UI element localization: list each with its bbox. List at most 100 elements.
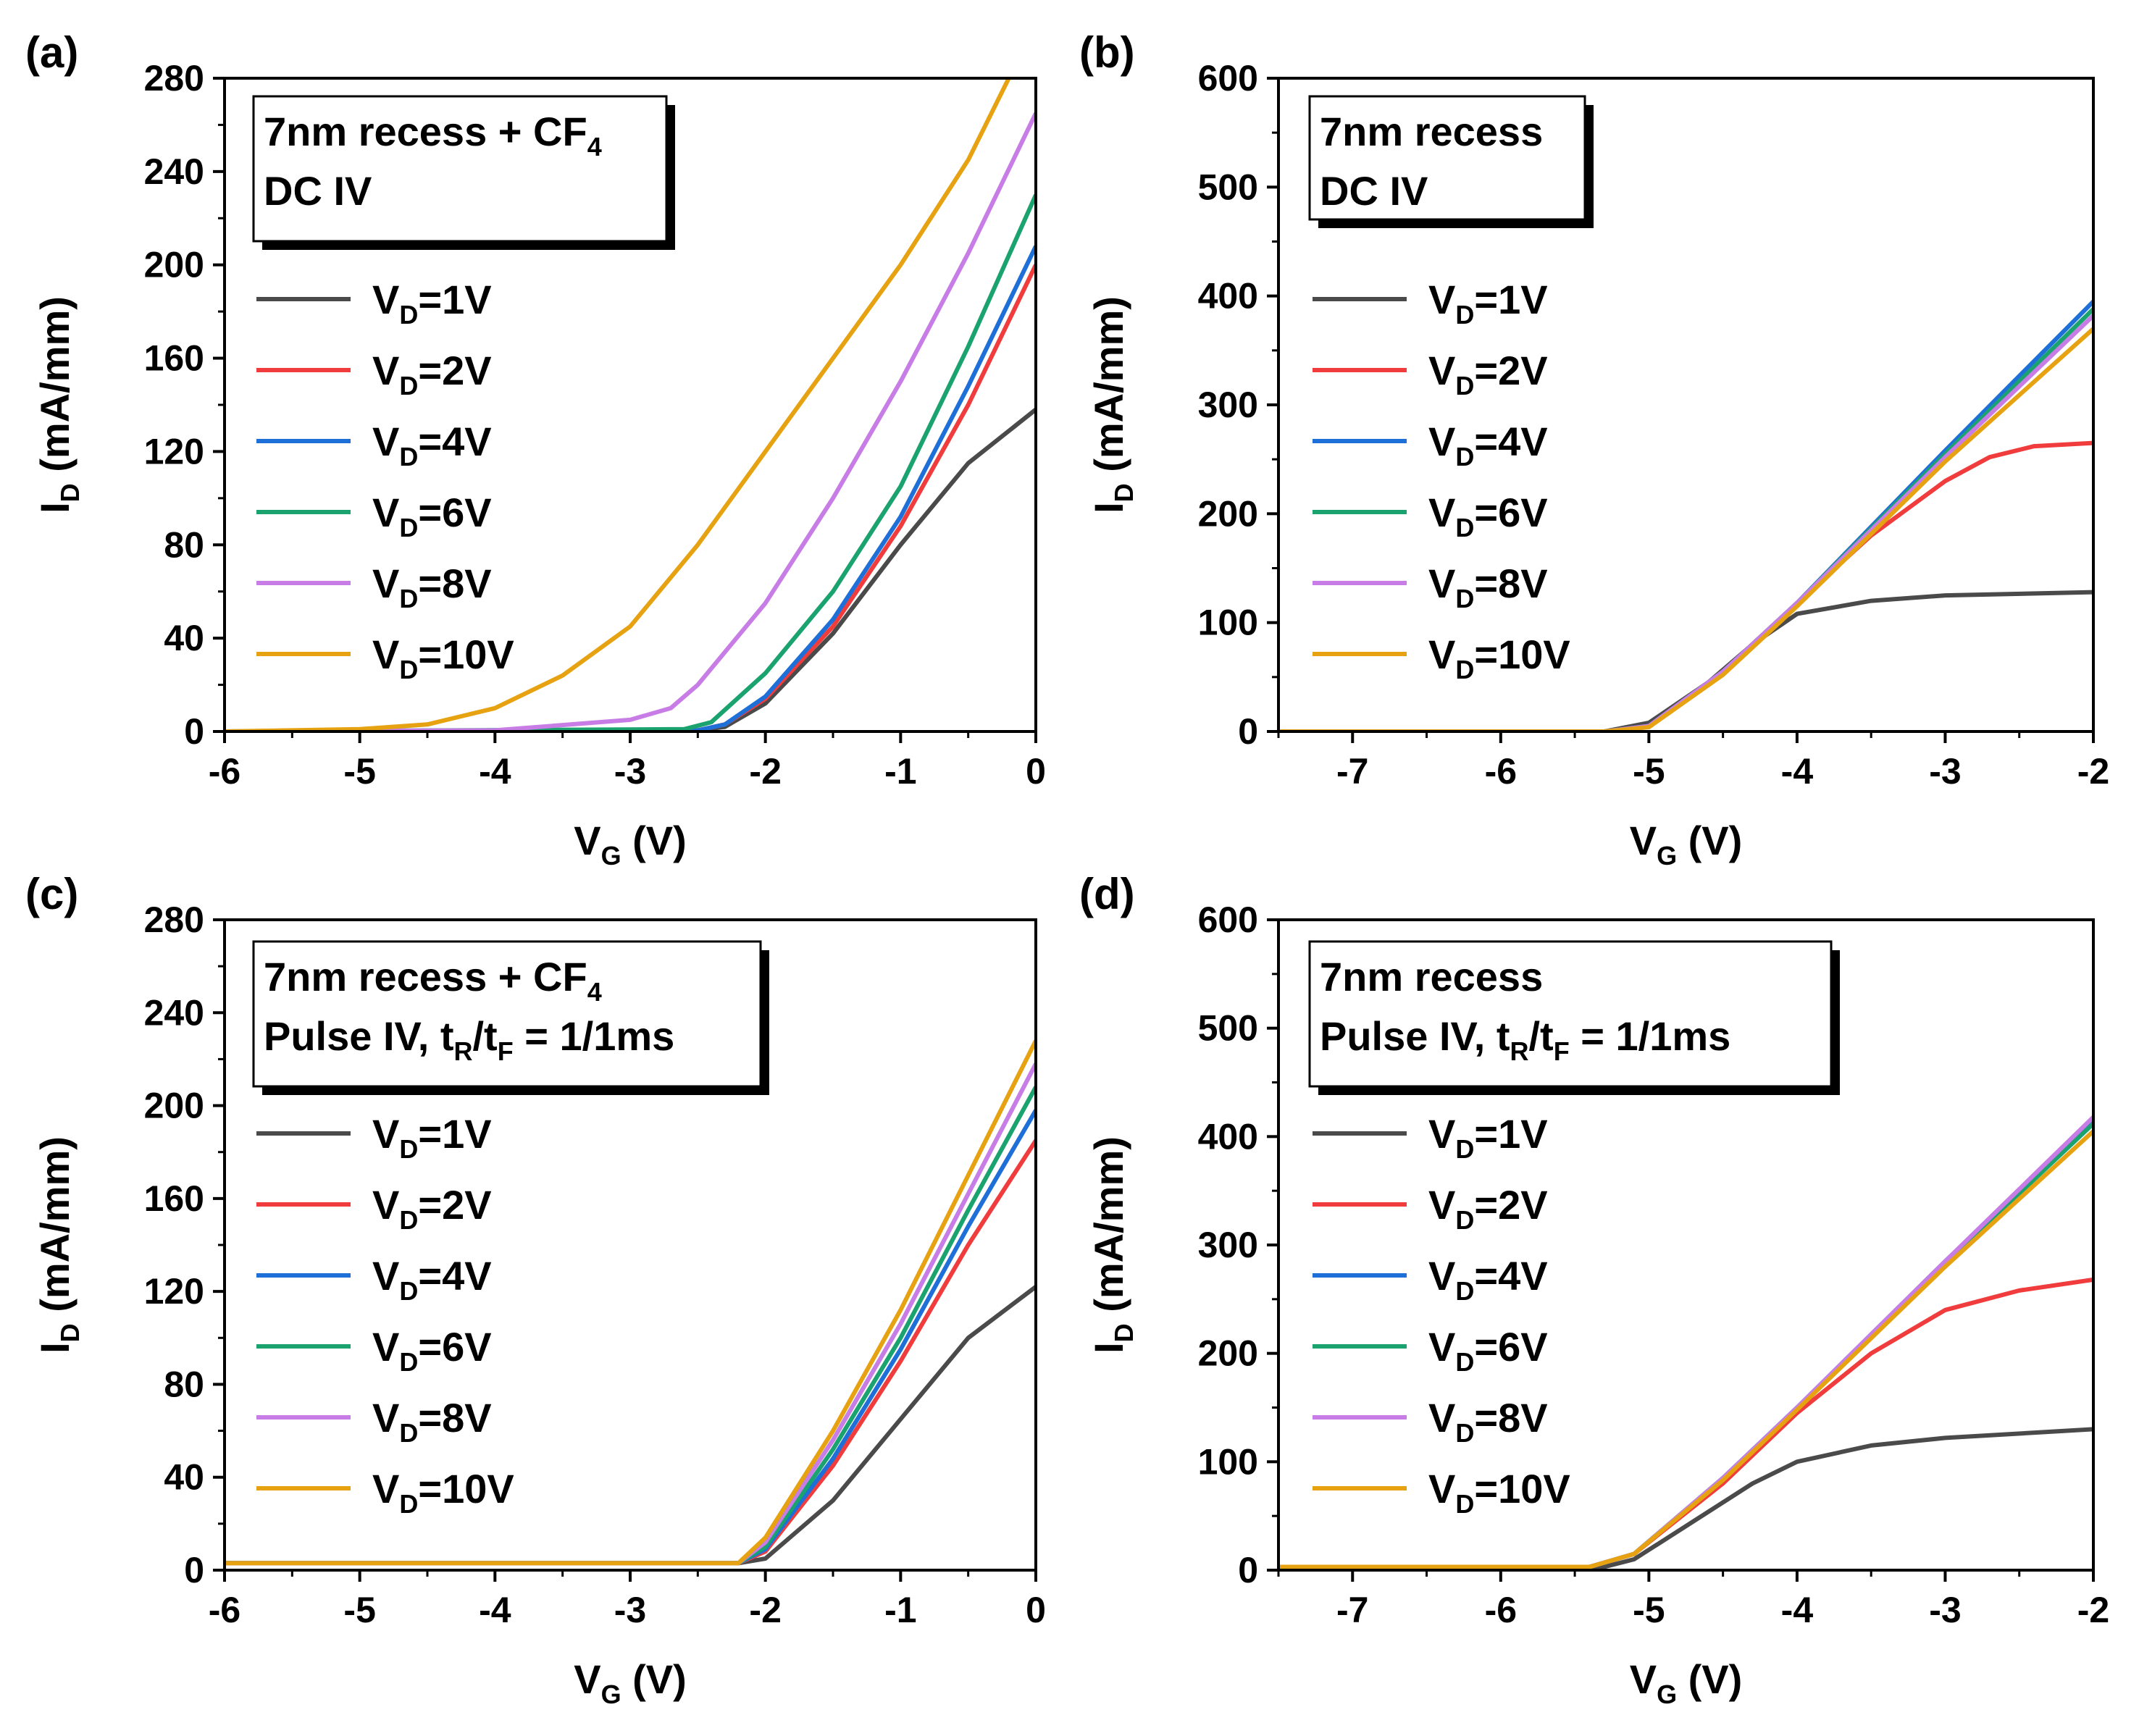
y-tick-label: 40 (164, 618, 204, 658)
x-tick-label: -2 (749, 751, 781, 792)
y-tick-label: 400 (1198, 1116, 1258, 1157)
legend-label: VD=8V (1428, 1395, 1548, 1448)
legend-label: VD=2V (1428, 348, 1548, 401)
x-tick-label: -2 (2077, 751, 2109, 792)
x-tick-label: -4 (1781, 751, 1814, 792)
series-line-VD=10V (225, 1039, 1036, 1566)
y-tick-label: 500 (1198, 167, 1258, 207)
y-axis-label: ID (mA/mm) (1086, 296, 1139, 513)
legend-label: VD=6V (372, 1324, 492, 1377)
x-tick-label: -1 (884, 1590, 916, 1630)
y-tick-label: 500 (1198, 1008, 1258, 1049)
series-line-VD=10V (1278, 1129, 2093, 1569)
legend-label: VD=6V (1428, 1324, 1548, 1377)
y-tick-label: 160 (144, 1178, 204, 1219)
series-line-VD=8V (1278, 314, 2093, 731)
legend-label: VD=1V (1428, 1111, 1548, 1164)
y-tick-label: 120 (144, 1271, 204, 1312)
panel-a: (a) -6 -5 -4 -3 -2 -1 0 0 40 80 120 160 200 240 280 VG (… (25, 28, 1046, 871)
x-tick-label: -5 (1633, 751, 1665, 792)
legend-label: VD=6V (1428, 490, 1548, 542)
x-tick-label: -6 (209, 751, 240, 792)
y-tick-label: 200 (1198, 1333, 1258, 1374)
legend-label: VD=1V (1428, 277, 1548, 330)
legend-label: VD=6V (372, 490, 492, 542)
panel-b: (b) -7 -6 -5 -4 -3 -2 0 100 200 300 400 500 600 VG (V)… (1079, 28, 2109, 871)
legend-label: VD=4V (372, 419, 492, 471)
x-tick-label: -1 (884, 751, 916, 792)
legend-label: VD=4V (1428, 419, 1548, 471)
panel-label: (b) (1079, 28, 1135, 77)
y-tick-label: 0 (1238, 711, 1258, 752)
legend-label: VD=2V (372, 348, 492, 401)
x-tick-label: -4 (479, 1590, 511, 1630)
panel-label: (a) (25, 28, 78, 77)
title-line: 7nm recess (1320, 109, 1543, 154)
y-tick-label: 100 (1198, 603, 1258, 643)
y-tick-label: 240 (144, 992, 204, 1033)
x-tick-label: -5 (1633, 1590, 1665, 1630)
panel-d: (d) -7 -6 -5 -4 -3 -2 0 100 200 300 400 500 600 VG (V)… (1079, 870, 2109, 1709)
legend-label: VD=10V (1428, 1466, 1570, 1519)
x-tick-label: -3 (614, 751, 646, 792)
y-tick-label: 300 (1198, 1225, 1258, 1265)
panel-label: (d) (1079, 870, 1135, 918)
y-tick-label: 200 (1198, 493, 1258, 534)
y-tick-label: 80 (164, 1364, 204, 1404)
x-tick-label: -5 (343, 751, 375, 792)
y-tick-label: 0 (184, 711, 204, 752)
x-tick-label: 0 (1026, 1590, 1046, 1630)
title-line: Pulse IV, tR/tF = 1/1ms (264, 1013, 674, 1066)
y-axis-label: ID (mA/mm) (32, 1136, 85, 1354)
legend-label: VD=10V (1428, 632, 1570, 684)
y-tick-label: 120 (144, 431, 204, 471)
legend-label: VD=2V (372, 1182, 492, 1235)
title-line: 7nm recess + CF4 (264, 954, 602, 1007)
title-line: 7nm recess (1320, 954, 1543, 999)
x-tick-label: -2 (2077, 1590, 2109, 1630)
legend-label: VD=8V (372, 1395, 492, 1448)
x-tick-label: -4 (479, 751, 511, 792)
x-axis-label: VG (V) (1630, 818, 1743, 871)
series-line-VD=8V (225, 112, 1036, 731)
x-tick-label: -7 (1336, 1590, 1368, 1630)
y-tick-label: 200 (144, 1086, 204, 1126)
legend-label: VD=8V (1428, 561, 1548, 613)
y-tick-label: 80 (164, 524, 204, 565)
panel-label: (c) (25, 870, 78, 918)
x-tick-label: -4 (1781, 1590, 1814, 1630)
legend-label: VD=10V (372, 632, 514, 684)
y-tick-label: 300 (1198, 385, 1258, 425)
title-line: DC IV (264, 168, 372, 214)
y-tick-label: 0 (1238, 1550, 1258, 1590)
title-box (1308, 95, 1586, 221)
x-tick-label: -6 (209, 1590, 240, 1630)
x-tick-label: -7 (1336, 751, 1368, 792)
legend-label: VD=2V (1428, 1182, 1548, 1235)
y-tick-label: 600 (1198, 900, 1258, 940)
legend-label: VD=1V (372, 277, 492, 330)
title-box (252, 95, 668, 243)
legend-label: VD=1V (372, 1111, 492, 1164)
legend-label: VD=4V (372, 1253, 492, 1306)
y-tick-label: 280 (144, 58, 204, 98)
x-tick-label: 0 (1026, 751, 1046, 792)
x-axis-label: VG (V) (574, 818, 687, 871)
title-box (252, 940, 762, 1088)
y-tick-label: 600 (1198, 58, 1258, 98)
y-tick-label: 100 (1198, 1441, 1258, 1482)
series-line-VD=4V (225, 245, 1036, 731)
x-tick-label: -3 (1929, 751, 1961, 792)
series-group (1278, 1115, 2093, 1569)
legend-label: VD=4V (1428, 1253, 1548, 1306)
panel-c: (c) -6 -5 -4 -3 -2 -1 0 0 40 80 120 160 200 240 280 VG (… (25, 870, 1046, 1709)
series-line-VD=1V (1278, 1427, 2093, 1569)
y-tick-label: 0 (184, 1550, 204, 1590)
series-line-VD=6V (225, 193, 1036, 731)
x-tick-label: -6 (1485, 751, 1517, 792)
x-tick-label: -3 (1929, 1590, 1961, 1630)
x-axis-label: VG (V) (574, 1656, 687, 1709)
y-tick-label: 40 (164, 1457, 204, 1498)
y-tick-label: 280 (144, 900, 204, 940)
title-line: DC IV (1320, 168, 1428, 214)
